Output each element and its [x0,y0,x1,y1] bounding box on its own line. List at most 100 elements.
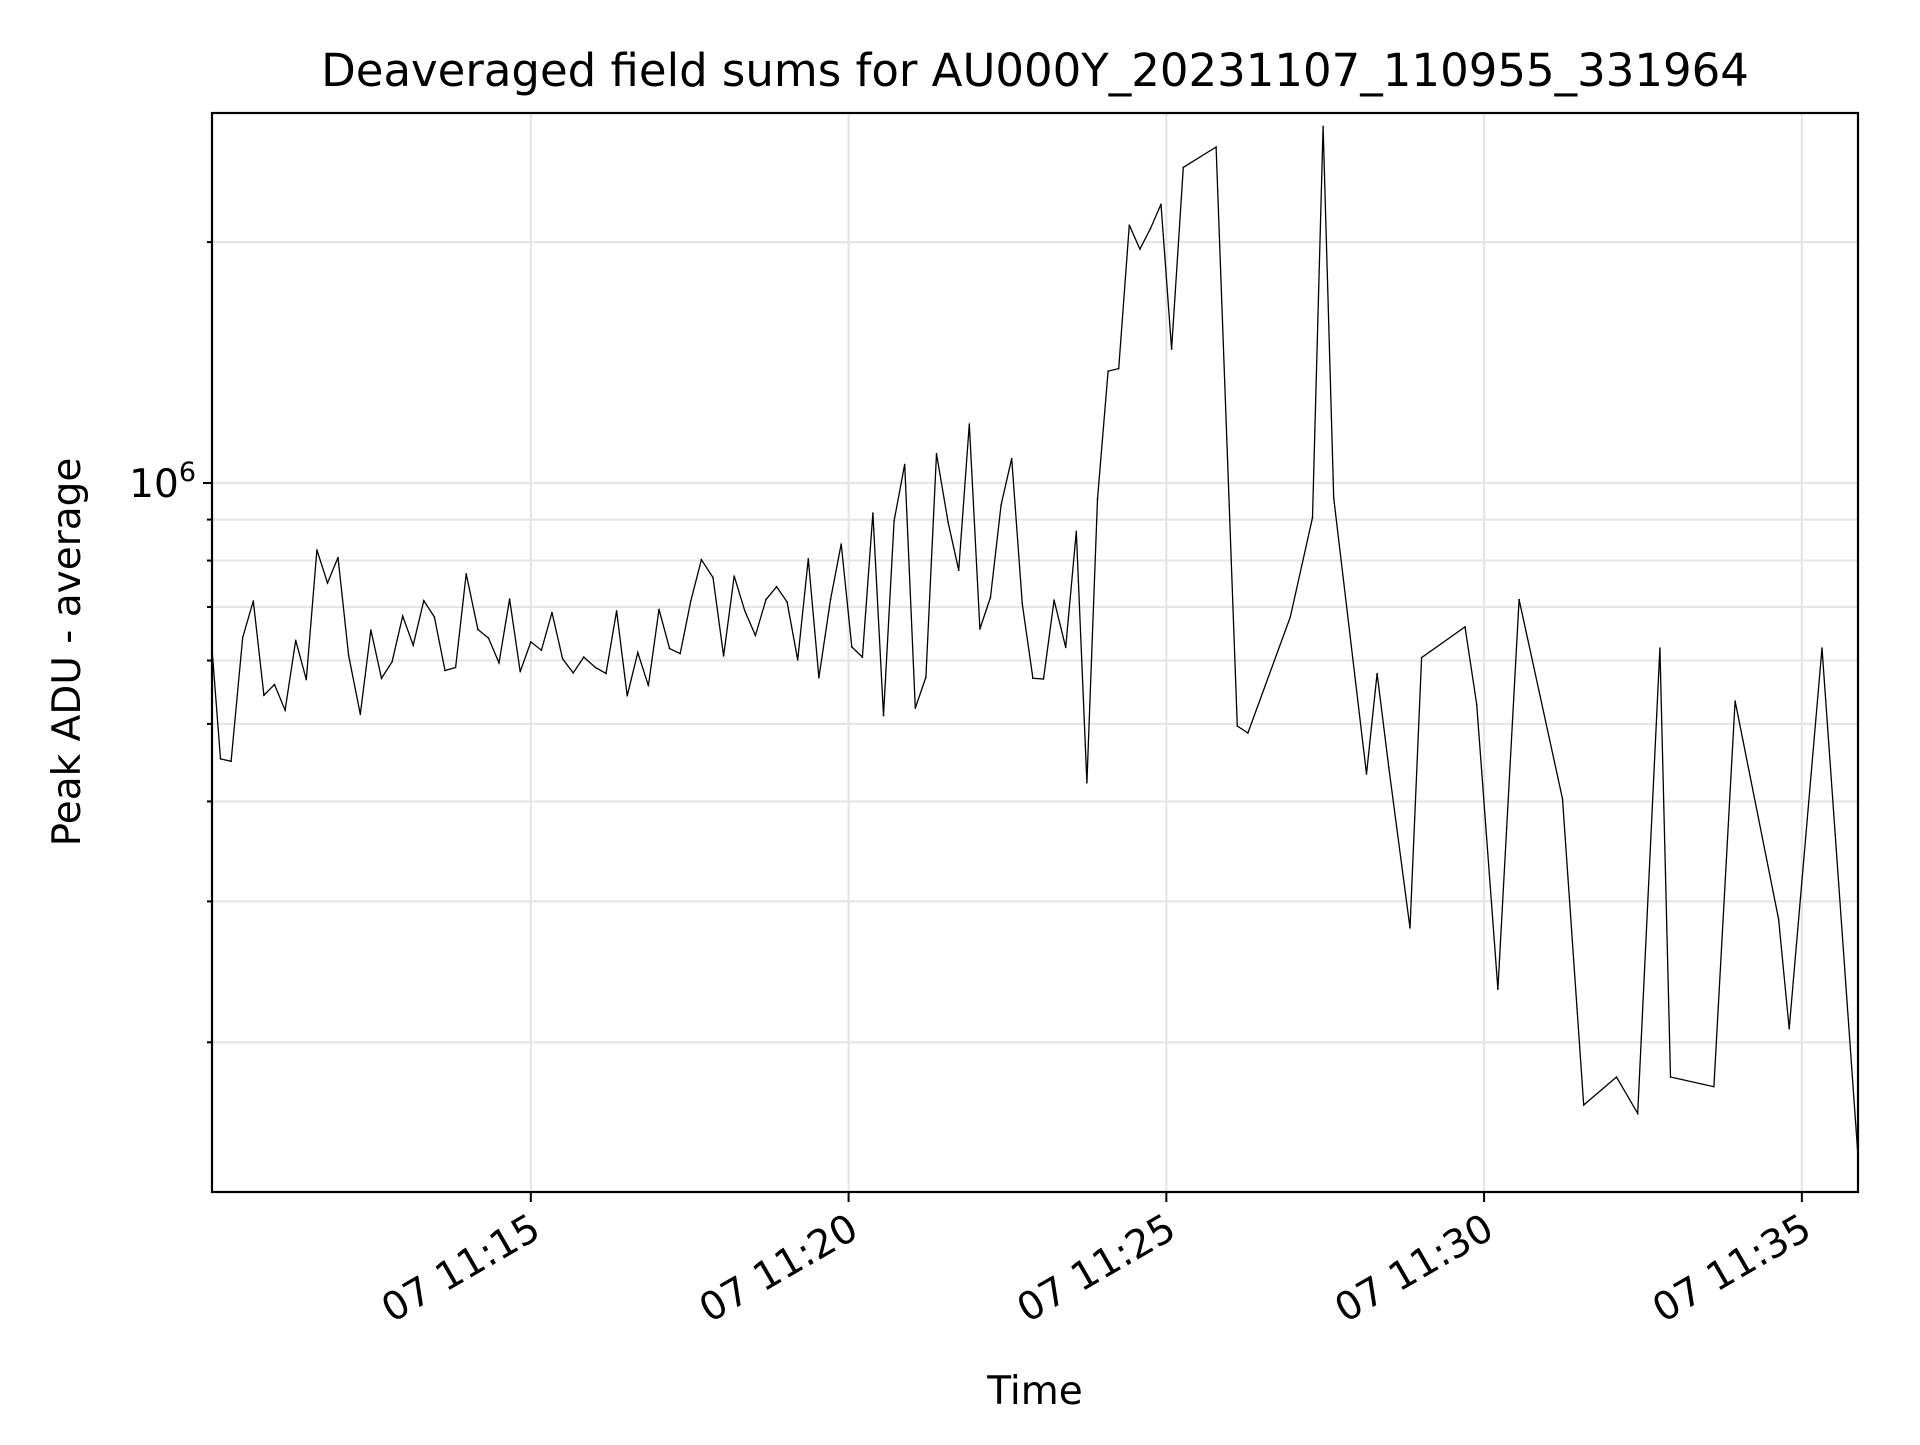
data-point [637,651,639,654]
data-point [347,654,350,657]
data-point [700,558,703,561]
data-point [1170,348,1173,350]
series-layer [211,125,1859,1158]
data-point [412,644,415,646]
data-point [829,598,832,600]
data-point [979,628,981,630]
data-point [1053,599,1055,601]
data-point [957,569,960,571]
data-point [1064,646,1067,649]
data-point [583,656,585,658]
data-point [733,575,735,577]
data-point [230,760,232,763]
data-point [401,615,404,617]
data-point [647,684,650,687]
data-point [1420,656,1423,659]
data-point [1659,647,1661,649]
data-point [241,636,244,639]
data-point [1107,370,1109,372]
data-point [391,660,393,663]
data-point [1409,927,1411,929]
data-point [326,582,329,584]
data-point [861,656,864,658]
data-point [1021,603,1024,605]
data-point [840,543,842,545]
data-point [1128,224,1131,226]
y-axis: 106 [129,241,212,1044]
data-point [1032,677,1034,680]
data-point [668,647,671,650]
data-point [1139,248,1141,250]
data-point [1000,504,1002,506]
y-tick-label: 106 [129,457,196,507]
data-point [1464,626,1466,628]
data-point [433,616,436,618]
data-point [605,672,607,675]
data-point [1734,700,1736,702]
data-point [540,649,543,651]
data-point [679,652,681,655]
data-point [796,659,799,661]
data-point [284,709,286,711]
data-point [1160,203,1162,206]
data-point [818,676,820,679]
data-point [1236,725,1239,727]
data-point [219,758,222,760]
data-point [882,714,885,717]
data-point [1636,1112,1639,1115]
data-point [1518,598,1520,601]
data-point [1497,988,1499,990]
data-point [1322,125,1324,128]
data-point [273,683,276,686]
y-axis-label: Peak ADU - average [45,458,90,847]
data-point [252,600,255,602]
plot-area-frame [210,111,1860,1194]
data-point [423,599,425,602]
data-point [561,658,564,660]
data-point [786,601,788,603]
data-point [690,600,692,602]
data-point [893,520,895,522]
data-point [1376,672,1378,675]
series-line [211,126,1859,1157]
data-point [989,596,992,598]
data-point [1777,918,1780,920]
data-point [465,573,468,575]
data-point [914,707,917,709]
data-point [316,549,318,551]
data-point [1075,530,1078,533]
data-point [551,611,553,614]
data-point [807,558,810,560]
data-point [1311,516,1314,519]
data-point [658,608,660,611]
data-point [765,598,767,601]
data-point [1332,497,1335,499]
data-point [872,512,874,514]
data-point [744,610,746,612]
data-point [337,556,339,559]
data-point [508,598,511,600]
data-point [477,628,479,631]
data-point [626,695,628,697]
data-point [968,423,971,425]
data-point [305,678,308,681]
data-point [1042,678,1045,680]
data-point [359,713,362,716]
data-point [1388,766,1390,769]
data-point [1669,1076,1672,1078]
data-point [1582,1104,1585,1106]
data-point [1365,773,1368,775]
data-point [370,629,372,631]
data-point [1182,166,1185,169]
grid [212,113,1858,1192]
data-point [263,694,265,696]
data-point [1117,367,1120,370]
data-point [1247,732,1249,734]
data-point [1149,227,1152,230]
data-point [935,452,938,455]
data-point [444,669,446,672]
data-point [594,666,597,669]
